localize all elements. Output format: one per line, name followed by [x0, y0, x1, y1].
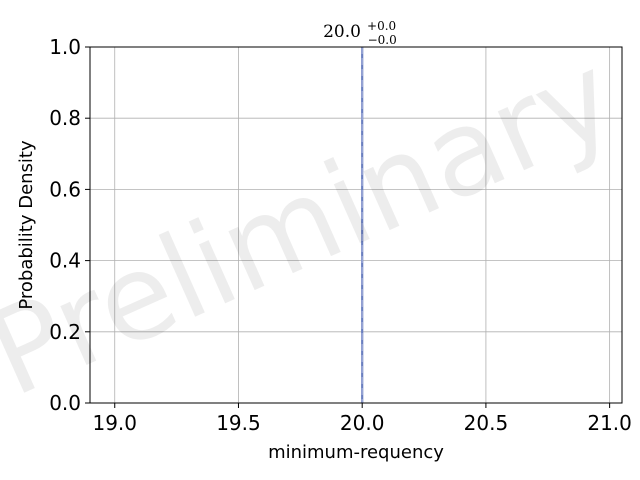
watermark: Preliminary [0, 26, 634, 423]
x-tick-label: 20.5 [464, 411, 509, 435]
x-tick-label: 21.0 [587, 411, 632, 435]
y-tick-label: 0.6 [49, 177, 81, 201]
y-tick-label: 0.4 [49, 249, 81, 273]
annotation-value: 20.0 [323, 22, 361, 42]
ticks: 19.0 19.5 20.0 20.5 21.0 0.0 0.2 0.4 0.6 0.8 1.0 [49, 35, 632, 435]
x-tick-label: 19.0 [92, 411, 137, 435]
y-axis-label: Probability Density [16, 140, 37, 310]
annotation-lower: −0.0 [368, 33, 397, 47]
y-tick-label: 0.0 [49, 391, 81, 415]
x-tick-label: 19.5 [216, 411, 261, 435]
y-tick-label: 0.2 [49, 320, 81, 344]
plot-frame [89, 46, 623, 404]
x-axis-label: minimum-requency [268, 442, 444, 463]
annotation-upper: +0.0 [367, 19, 396, 33]
median-annotation: 20.0 +0.0 −0.0 [323, 15, 401, 47]
y-tick-label: 0.8 [49, 106, 81, 130]
y-tick-label: 1.0 [49, 35, 81, 59]
x-tick-label: 20.0 [340, 411, 385, 435]
